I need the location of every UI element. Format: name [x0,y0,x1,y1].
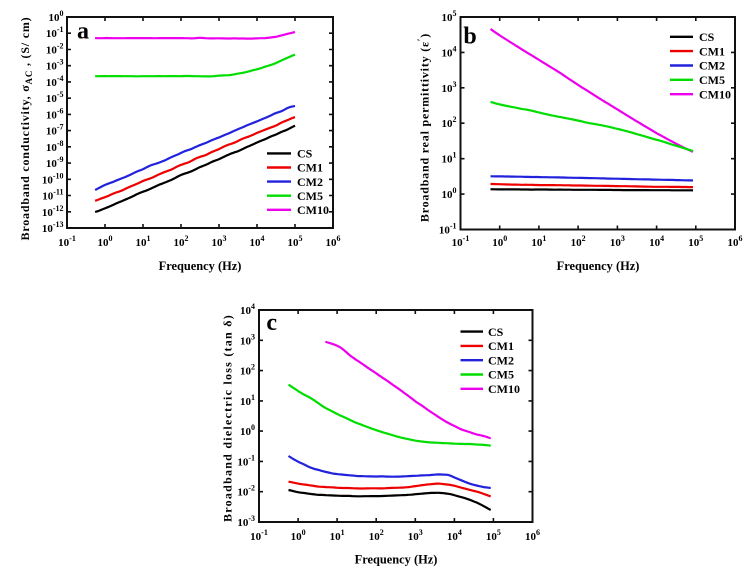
svg-text:CM10: CM10 [297,203,329,217]
svg-text:Frequency (Hz): Frequency (Hz) [355,553,438,567]
svg-text:CM1: CM1 [699,44,725,58]
svg-text:Frequency (Hz): Frequency (Hz) [159,259,242,273]
svg-text:CM1: CM1 [297,161,323,175]
svg-text:a: a [77,19,89,45]
svg-text:CM10: CM10 [699,87,731,101]
svg-text:CS: CS [488,325,504,339]
svg-text:Broadband conductivity, σAC ,: Broadband conductivity, σAC , (S/ cm) [18,17,34,241]
svg-text:c: c [266,310,277,336]
svg-text:CS: CS [297,147,313,161]
svg-text:CM1: CM1 [488,339,514,353]
svg-text:CM2: CM2 [488,353,514,367]
svg-text:Broadband dielectric loss (tan: Broadband dielectric loss (tan δ) [221,314,235,522]
svg-text:CM5: CM5 [699,73,725,87]
svg-text:CM5: CM5 [297,189,323,203]
svg-text:CM10: CM10 [488,382,520,396]
svg-text:Frequency (Hz): Frequency (Hz) [557,259,640,273]
svg-text:Broadband real permittivity (ε: Broadband real permittivity (ε′) [416,33,432,222]
svg-text:CM5: CM5 [488,368,514,382]
svg-text:CM2: CM2 [297,175,323,189]
svg-text:b: b [463,24,476,50]
svg-text:CM2: CM2 [699,59,725,73]
svg-text:CS: CS [699,30,715,44]
